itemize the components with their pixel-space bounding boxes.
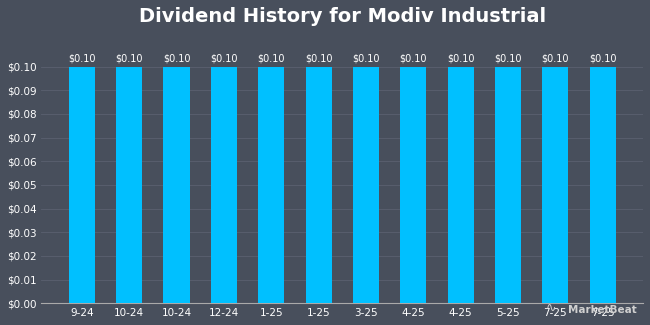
Text: $0.10: $0.10 xyxy=(68,53,96,63)
Text: $0.10: $0.10 xyxy=(400,53,427,63)
Text: $0.10: $0.10 xyxy=(305,53,332,63)
Text: $0.10: $0.10 xyxy=(352,53,380,63)
Bar xyxy=(590,67,616,303)
Text: $0.10: $0.10 xyxy=(116,53,143,63)
Bar xyxy=(400,67,426,303)
Bar xyxy=(258,67,284,303)
Text: $0.10: $0.10 xyxy=(447,53,474,63)
Bar xyxy=(306,67,332,303)
Bar xyxy=(542,67,568,303)
Bar xyxy=(495,67,521,303)
Bar xyxy=(211,67,237,303)
Bar xyxy=(69,67,95,303)
Bar xyxy=(116,67,142,303)
Text: $0.10: $0.10 xyxy=(162,53,190,63)
Text: MarketBeat: MarketBeat xyxy=(568,305,637,315)
Text: $0.10: $0.10 xyxy=(541,53,569,63)
Bar xyxy=(353,67,379,303)
Text: $0.10: $0.10 xyxy=(494,53,522,63)
Bar xyxy=(448,67,474,303)
Text: $0.10: $0.10 xyxy=(210,53,238,63)
Title: Dividend History for Modiv Industrial: Dividend History for Modiv Industrial xyxy=(138,7,546,26)
Text: ∿: ∿ xyxy=(545,302,556,315)
Text: $0.10: $0.10 xyxy=(257,53,285,63)
Bar xyxy=(164,67,190,303)
Text: $0.10: $0.10 xyxy=(589,53,616,63)
